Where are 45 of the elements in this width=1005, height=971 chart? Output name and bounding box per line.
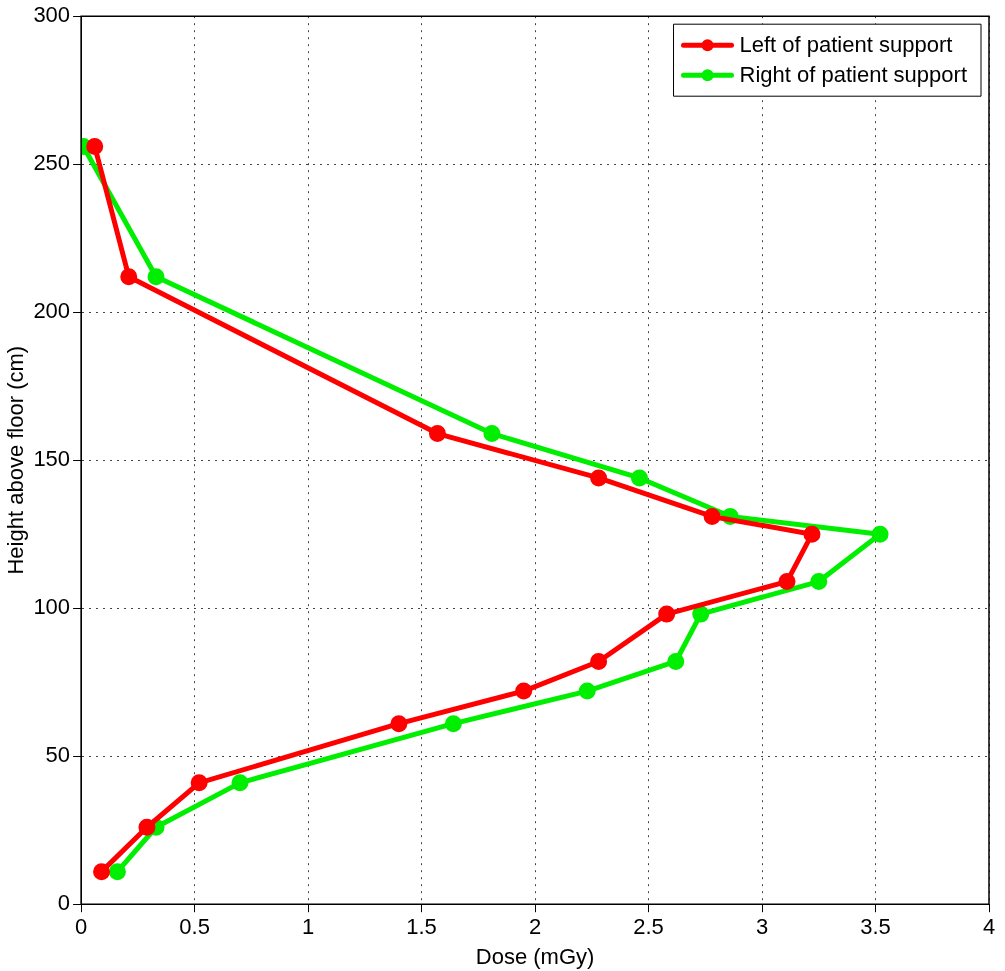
y-tick-label: 200 <box>33 298 71 324</box>
point <box>86 137 104 155</box>
point <box>120 268 138 286</box>
x-tick-label: 1 <box>301 914 315 940</box>
y-tick-label: 150 <box>33 446 71 472</box>
point <box>658 605 676 623</box>
point <box>138 818 156 836</box>
point <box>108 863 126 881</box>
x-tick-label: 0 <box>74 914 88 940</box>
point <box>692 605 710 623</box>
point <box>803 525 821 543</box>
x-tick-label: 0.5 <box>179 914 210 940</box>
y-tick-label: 50 <box>45 742 71 768</box>
point <box>428 425 446 443</box>
point <box>667 652 685 670</box>
point <box>390 715 408 733</box>
point <box>810 573 828 591</box>
point <box>190 774 208 792</box>
point <box>703 507 721 525</box>
point <box>483 425 501 443</box>
point <box>590 652 608 670</box>
point <box>871 525 889 543</box>
point <box>590 469 608 487</box>
point <box>515 682 533 700</box>
legend-label: Right of patient support <box>739 62 968 88</box>
point <box>147 268 165 286</box>
y-tick-label: 0 <box>57 890 71 916</box>
y-tick-label: 100 <box>33 594 71 620</box>
point <box>630 469 648 487</box>
y-tick-label: 250 <box>33 150 71 176</box>
point <box>93 863 111 881</box>
point <box>444 715 462 733</box>
point <box>578 682 596 700</box>
x-tick-label: 3 <box>755 914 769 940</box>
point <box>778 573 796 591</box>
point <box>231 774 249 792</box>
y-tick-label: 300 <box>33 2 71 28</box>
x-tick-label: 1.5 <box>406 914 437 940</box>
x-tick-label: 2.5 <box>633 914 664 940</box>
x-tick-label: 2 <box>528 914 542 940</box>
legend-label: Left of patient support <box>739 32 953 58</box>
y-axis-title: Height above floor (cm) <box>3 345 29 575</box>
x-tick-label: 4 <box>982 914 996 940</box>
x-tick-label: 3.5 <box>860 914 891 940</box>
x-axis-title: Dose (mGy) <box>475 943 595 969</box>
